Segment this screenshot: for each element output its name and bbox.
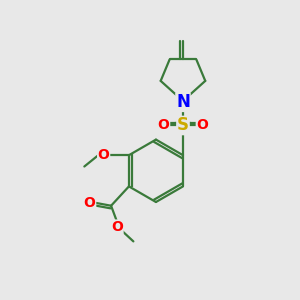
- Text: O: O: [196, 118, 208, 133]
- Text: O: O: [111, 220, 123, 234]
- Text: O: O: [158, 118, 170, 133]
- Text: N: N: [176, 93, 190, 111]
- Text: O: O: [84, 196, 96, 210]
- Text: O: O: [98, 148, 109, 162]
- Text: S: S: [177, 116, 189, 134]
